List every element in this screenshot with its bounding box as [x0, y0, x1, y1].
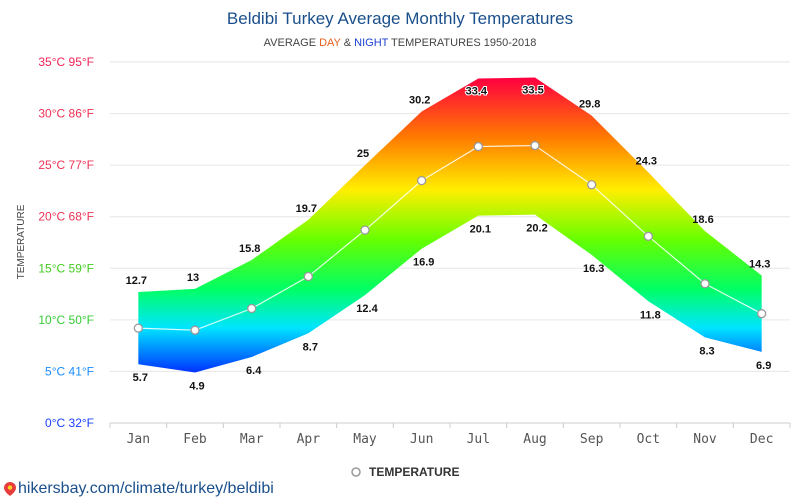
x-tick-label: Apr: [297, 432, 321, 447]
x-tick-label: Aug: [523, 432, 546, 447]
day-value-label: 33.4: [466, 86, 488, 98]
night-value-label: 16.3: [583, 263, 604, 275]
night-value-label: 6.9: [756, 360, 771, 372]
average-point[interactable]: [303, 271, 313, 282]
night-value-label: 12.4: [356, 303, 378, 315]
average-point[interactable]: [133, 323, 143, 333]
day-value-label: 30.2: [409, 95, 430, 107]
legend-marker: [351, 467, 361, 477]
x-tick-label: Dec: [750, 432, 773, 447]
day-value-label: 18.6: [692, 214, 713, 226]
y-tick-label: 20°C 68°F: [38, 210, 94, 224]
x-axis-ticks: Jan Feb Mar Apr May Jun Jul Aug Sep Oct Nov Dec: [109, 422, 791, 447]
night-value-label: 8.3: [699, 345, 714, 357]
x-tick-label: Oct: [637, 432, 660, 447]
chart-title: Beldibi Turkey Average Monthly Temperatu…: [227, 9, 573, 28]
subtitle-day: DAY: [319, 37, 341, 49]
day-value-label: 19.7: [296, 203, 317, 215]
average-point[interactable]: [473, 141, 483, 152]
day-value-label: 25: [357, 148, 369, 160]
source-link[interactable]: hikersbay.com/climate/turkey/beldibi: [4, 480, 274, 498]
y-tick-label: 35°C 95°F: [38, 55, 94, 69]
x-tick-label: Feb: [183, 432, 207, 447]
average-point[interactable]: [700, 279, 710, 289]
chart-subtitle: AVERAGE DAY & NIGHT TEMPERATURES 1950-20…: [264, 37, 537, 49]
night-value-label: 5.7: [133, 372, 148, 384]
night-value-label: 20.2: [526, 223, 547, 235]
night-value-label: 11.8: [640, 309, 661, 321]
y-tick-label: 5°C 41°F: [45, 364, 94, 378]
day-value-label: 33.5: [522, 84, 543, 96]
legend[interactable]: TEMPERATURE: [351, 465, 459, 479]
day-value-label: 29.8: [579, 99, 600, 111]
y-tick-label: 30°C 86°F: [38, 107, 94, 121]
y-axis-label: TEMPERATURE: [16, 204, 27, 279]
data-labels: 12.7 13 15.8 19.7 25 30.2 33.4 33.5 29.8 24.3 18.6…: [126, 83, 772, 392]
y-axis-ticks: 0°C 32°F 5°C 41°F 10°C 50°F 15°C 59°F 20°C 6…: [38, 55, 94, 430]
source-link-text: hikersbay.com/climate/turkey/beldibi: [18, 480, 274, 497]
day-value-label: 12.7: [126, 275, 147, 287]
day-value-label: 14.3: [749, 259, 770, 271]
average-point[interactable]: [643, 231, 653, 241]
x-tick-label: Sep: [580, 432, 604, 447]
y-tick-label: 10°C 50°F: [38, 313, 94, 327]
average-point[interactable]: [530, 140, 540, 151]
map-pin-icon: [4, 482, 16, 496]
y-tick-label: 0°C 32°F: [45, 416, 94, 430]
night-value-label: 6.4: [246, 365, 262, 377]
average-point[interactable]: [417, 175, 427, 186]
legend-label: TEMPERATURE: [369, 465, 459, 479]
day-night-band: [138, 77, 762, 373]
average-point[interactable]: [190, 325, 200, 335]
average-line: [138, 144, 762, 331]
average-point[interactable]: [587, 180, 597, 190]
x-tick-label: Jul: [467, 432, 490, 447]
temperature-band: [138, 77, 762, 373]
day-value-label: 24.3: [636, 155, 657, 167]
day-value-label: 13: [187, 272, 199, 284]
average-point[interactable]: [757, 309, 767, 319]
x-tick-label: Nov: [693, 432, 717, 447]
average-point[interactable]: [247, 303, 257, 314]
x-tick-label: May: [353, 432, 377, 447]
x-tick-label: Mar: [240, 432, 264, 447]
night-value-label: 16.9: [413, 257, 434, 269]
night-value-label: 4.9: [189, 380, 204, 392]
subtitle-night: NIGHT: [354, 37, 389, 49]
y-tick-label: 25°C 77°F: [38, 158, 94, 172]
average-temperature-series: [133, 140, 767, 335]
day-value-label: 15.8: [239, 243, 260, 255]
night-value-label: 8.7: [303, 341, 318, 353]
x-tick-label: Jun: [410, 432, 433, 447]
y-tick-label: 15°C 59°F: [38, 261, 94, 275]
night-value-label: 20.1: [470, 224, 491, 236]
average-point[interactable]: [360, 225, 370, 235]
x-tick-label: Jan: [127, 432, 150, 447]
